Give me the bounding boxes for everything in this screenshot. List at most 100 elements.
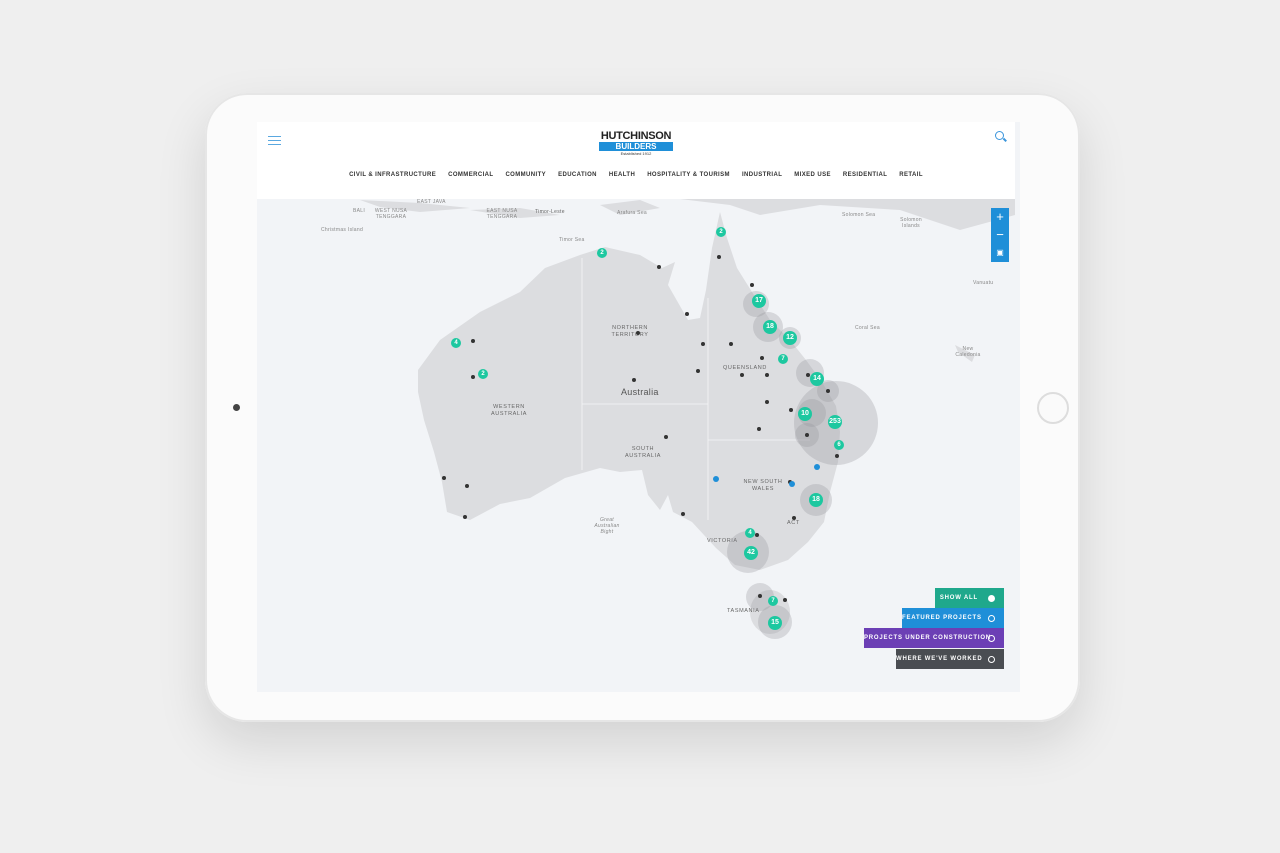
map-label: Solomon Islands <box>900 217 922 229</box>
logo-text: BUILDERS <box>599 142 673 151</box>
region-label: NEW SOUTH WALES <box>743 479 783 492</box>
project-marker[interactable] <box>789 408 793 412</box>
cluster-marker[interactable]: 2 <box>716 227 726 237</box>
project-marker[interactable] <box>442 476 446 480</box>
nav-health[interactable]: HEALTH <box>608 172 636 178</box>
project-marker[interactable] <box>760 356 764 360</box>
cluster-marker[interactable]: 2 <box>478 369 488 379</box>
map-label: Timor-Leste <box>535 209 565 215</box>
project-marker[interactable] <box>783 598 787 602</box>
cluster-marker[interactable]: 4 <box>745 528 755 538</box>
map-label: Arafura Sea <box>617 210 647 216</box>
project-marker[interactable] <box>471 339 475 343</box>
map-label-australia: Australia <box>621 387 659 397</box>
nav-industrial[interactable]: INDUSTRIAL <box>741 172 783 178</box>
cluster-marker[interactable]: 10 <box>798 407 812 421</box>
cluster-marker[interactable]: 18 <box>763 320 777 334</box>
filter-featured-projects[interactable]: FEATURED PROJECTS <box>902 608 1004 628</box>
project-marker[interactable] <box>805 433 809 437</box>
project-marker[interactable] <box>465 484 469 488</box>
project-marker[interactable] <box>664 435 668 439</box>
project-map[interactable]: Christmas Island BALI WEST NUSA TENGGARA… <box>257 199 1020 692</box>
project-marker[interactable] <box>765 400 769 404</box>
cluster-marker[interactable]: 253 <box>828 415 842 429</box>
cluster-marker[interactable]: 42 <box>744 546 758 560</box>
map-label: WEST NUSA TENGGARA <box>374 208 408 220</box>
project-marker[interactable] <box>740 373 744 377</box>
map-label: New Caledonia <box>955 346 981 358</box>
cluster-marker[interactable]: 2 <box>597 248 607 258</box>
cluster-marker[interactable]: 12 <box>783 331 797 345</box>
project-marker[interactable] <box>755 533 759 537</box>
region-label: WESTERN AUSTRALIA <box>491 404 527 417</box>
project-marker[interactable] <box>717 255 721 259</box>
region-label: VICTORIA <box>707 538 738 544</box>
project-marker[interactable] <box>471 375 475 379</box>
region-label: TASMANIA <box>727 608 760 614</box>
zoom-controls: + − ▣ <box>991 208 1009 262</box>
project-marker[interactable] <box>757 427 761 431</box>
map-label: Great Australian Bight <box>594 517 620 535</box>
logo[interactable]: HUTCHINSON BUILDERS Established 1912 <box>591 130 681 157</box>
cluster-marker[interactable]: 6 <box>834 440 844 450</box>
project-marker[interactable] <box>835 454 839 458</box>
cluster-marker[interactable]: 18 <box>809 493 823 507</box>
nav-community[interactable]: COMMUNITY <box>505 172 547 178</box>
featured-marker[interactable] <box>713 476 719 482</box>
project-marker[interactable] <box>636 331 640 335</box>
screen: HUTCHINSON BUILDERS Established 1912 CIV… <box>257 122 1020 692</box>
logo-text: HUTCHINSON <box>600 130 672 142</box>
project-marker[interactable] <box>685 312 689 316</box>
project-marker[interactable] <box>681 512 685 516</box>
filter-show-all[interactable]: SHOW ALL <box>935 588 1004 608</box>
map-label: Christmas Island <box>321 227 364 233</box>
map-label: Vanuatu <box>973 280 994 286</box>
nav-mixed-use[interactable]: MIXED USE <box>794 172 831 178</box>
zoom-out-button[interactable]: − <box>996 227 1004 242</box>
map-label: Solomon Sea <box>842 212 876 218</box>
cluster-marker[interactable]: 7 <box>768 596 778 606</box>
cluster-marker[interactable]: 17 <box>752 294 766 308</box>
site-header: HUTCHINSON BUILDERS Established 1912 CIV… <box>257 122 1015 199</box>
cluster-marker[interactable]: 14 <box>810 372 824 386</box>
filter-where-weve-worked[interactable]: WHERE WE'VE WORKED <box>896 649 1004 669</box>
project-marker[interactable] <box>632 378 636 382</box>
nav-residential[interactable]: RESIDENTIAL <box>842 172 888 178</box>
search-icon[interactable] <box>995 131 1004 140</box>
project-marker[interactable] <box>729 342 733 346</box>
nav-education[interactable]: EDUCATION <box>558 172 597 178</box>
region-label: ACT <box>787 520 800 526</box>
logo-tagline: Established 1912 <box>620 151 652 156</box>
zoom-in-button[interactable]: + <box>996 209 1004 224</box>
region-label: SOUTH AUSTRALIA <box>625 446 661 459</box>
nav-retail[interactable]: RETAIL <box>899 172 923 178</box>
region-label: QUEENSLAND <box>723 365 767 371</box>
project-marker[interactable] <box>826 389 830 393</box>
project-marker[interactable] <box>792 516 796 520</box>
nav-commercial[interactable]: COMMERCIAL <box>448 172 494 178</box>
cluster-marker[interactable]: 15 <box>768 616 782 630</box>
project-marker[interactable] <box>750 283 754 287</box>
map-label: BALI <box>353 208 366 214</box>
hamburger-menu-icon[interactable] <box>268 133 281 148</box>
project-marker[interactable] <box>765 373 769 377</box>
featured-marker[interactable] <box>789 481 795 487</box>
project-marker[interactable] <box>696 369 700 373</box>
cluster-marker[interactable]: 4 <box>451 338 461 348</box>
project-marker[interactable] <box>758 594 762 598</box>
featured-marker[interactable] <box>814 464 820 470</box>
camera <box>233 404 240 411</box>
nav-civil[interactable]: CIVIL & INFRASTRUCTURE <box>349 172 437 178</box>
project-marker[interactable] <box>463 515 467 519</box>
project-marker[interactable] <box>806 373 810 377</box>
map-label: EAST NUSA TENGGARA <box>486 208 518 220</box>
region-label: NORTHERN TERRITORY <box>611 325 649 338</box>
cluster-marker[interactable]: 7 <box>778 354 788 364</box>
project-marker[interactable] <box>657 265 661 269</box>
filter-under-construction[interactable]: PROJECTS UNDER CONSTRUCTION <box>864 628 1004 648</box>
nav-hospitality[interactable]: HOSPITALITY & TOURISM <box>647 172 730 178</box>
map-label: Timor Sea <box>559 237 585 243</box>
fit-icon[interactable]: ▣ <box>996 248 1004 257</box>
project-marker[interactable] <box>701 342 705 346</box>
home-button[interactable] <box>1037 392 1069 424</box>
